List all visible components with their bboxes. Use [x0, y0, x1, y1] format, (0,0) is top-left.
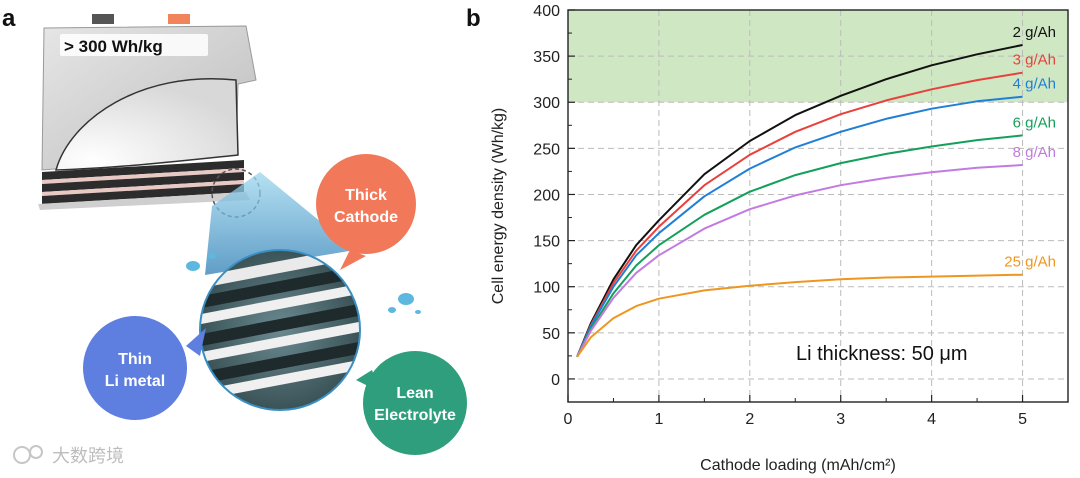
lean-electrolyte-bubble: Lean Electrolyte	[356, 351, 467, 455]
panel-label-a: a	[2, 5, 16, 32]
series-line-3-g-Ah	[576, 71, 1023, 358]
energy-badge-bg	[60, 34, 208, 56]
y-axis-title: Cell energy density (Wh/kg)	[490, 108, 507, 305]
series-label: 4 g/Ah	[1013, 76, 1056, 93]
x-tick-label: 1	[654, 411, 663, 428]
series-label: 6 g/Ah	[1013, 114, 1056, 131]
x-tick-label: 3	[836, 411, 845, 428]
y-tick-label: 400	[533, 3, 560, 20]
thin-li-metal-bubble: Thin Li metal	[83, 316, 206, 420]
y-tick-label: 250	[533, 141, 560, 158]
thick-cathode-bubble: Thick Cathode	[316, 154, 416, 270]
x-tick-label: 5	[1018, 411, 1027, 428]
panel-b: b 0 1 2 3 4 5050100150200250300350400Cathode …	[466, 3, 1069, 474]
watermark: 大数跨境	[13, 445, 124, 467]
energy-badge-text: > 300 Wh/kg	[64, 37, 163, 56]
li-metal-line-2: Li metal	[105, 373, 165, 390]
x-tick-label: 2	[745, 411, 754, 428]
y-tick-label: 0	[551, 372, 560, 389]
plot-frame	[567, 9, 1069, 403]
series-label: 3 g/Ah	[1013, 52, 1056, 69]
layer-stack	[38, 160, 250, 210]
li-thickness-annotation: Li thickness: 50 μm	[796, 343, 968, 365]
negative-terminal	[92, 14, 114, 24]
electrolyte-droplets	[186, 253, 421, 314]
cathode-line-2: Cathode	[334, 209, 398, 226]
series-line-25-g-Ah	[576, 273, 1023, 358]
pouch-curl	[55, 78, 239, 171]
positive-terminal	[168, 14, 190, 24]
panel-label-b: b	[466, 5, 481, 32]
y-tick-label: 350	[533, 49, 560, 66]
y-tick-label: 150	[533, 234, 560, 251]
pouch-cell-illustration: > 300 Wh/kg	[38, 14, 261, 218]
y-tick-label: 200	[533, 187, 560, 204]
y-tick-label: 100	[533, 280, 560, 297]
x-tick-label: 4	[927, 411, 936, 428]
y-tick-label: 300	[533, 95, 560, 112]
y-tick-label: 50	[542, 326, 560, 343]
electrolyte-line-1: Lean	[396, 385, 433, 402]
zoom-layers-view	[199, 249, 361, 411]
series-label: 25 g/Ah	[1004, 254, 1056, 271]
electrolyte-line-2: Electrolyte	[374, 407, 456, 424]
series-line-2-g-Ah	[576, 44, 1023, 358]
x-tick-label: 0	[564, 411, 573, 428]
series-line-4-g-Ah	[576, 95, 1023, 358]
series-label: 8 g/Ah	[1013, 144, 1056, 161]
li-metal-line-1: Thin	[118, 351, 152, 368]
cathode-line-1: Thick	[345, 187, 387, 204]
series-line-6-g-Ah	[576, 134, 1023, 358]
watermark-text: 大数跨境	[52, 446, 124, 467]
series-label: 2 g/Ah	[1013, 24, 1056, 41]
x-axis-title: Cathode loading (mAh/cm²)	[700, 457, 896, 474]
panel-a: a > 300 Wh/kg	[2, 5, 467, 467]
zoom-beam	[205, 172, 355, 275]
series-line-8-g-Ah	[576, 164, 1023, 358]
